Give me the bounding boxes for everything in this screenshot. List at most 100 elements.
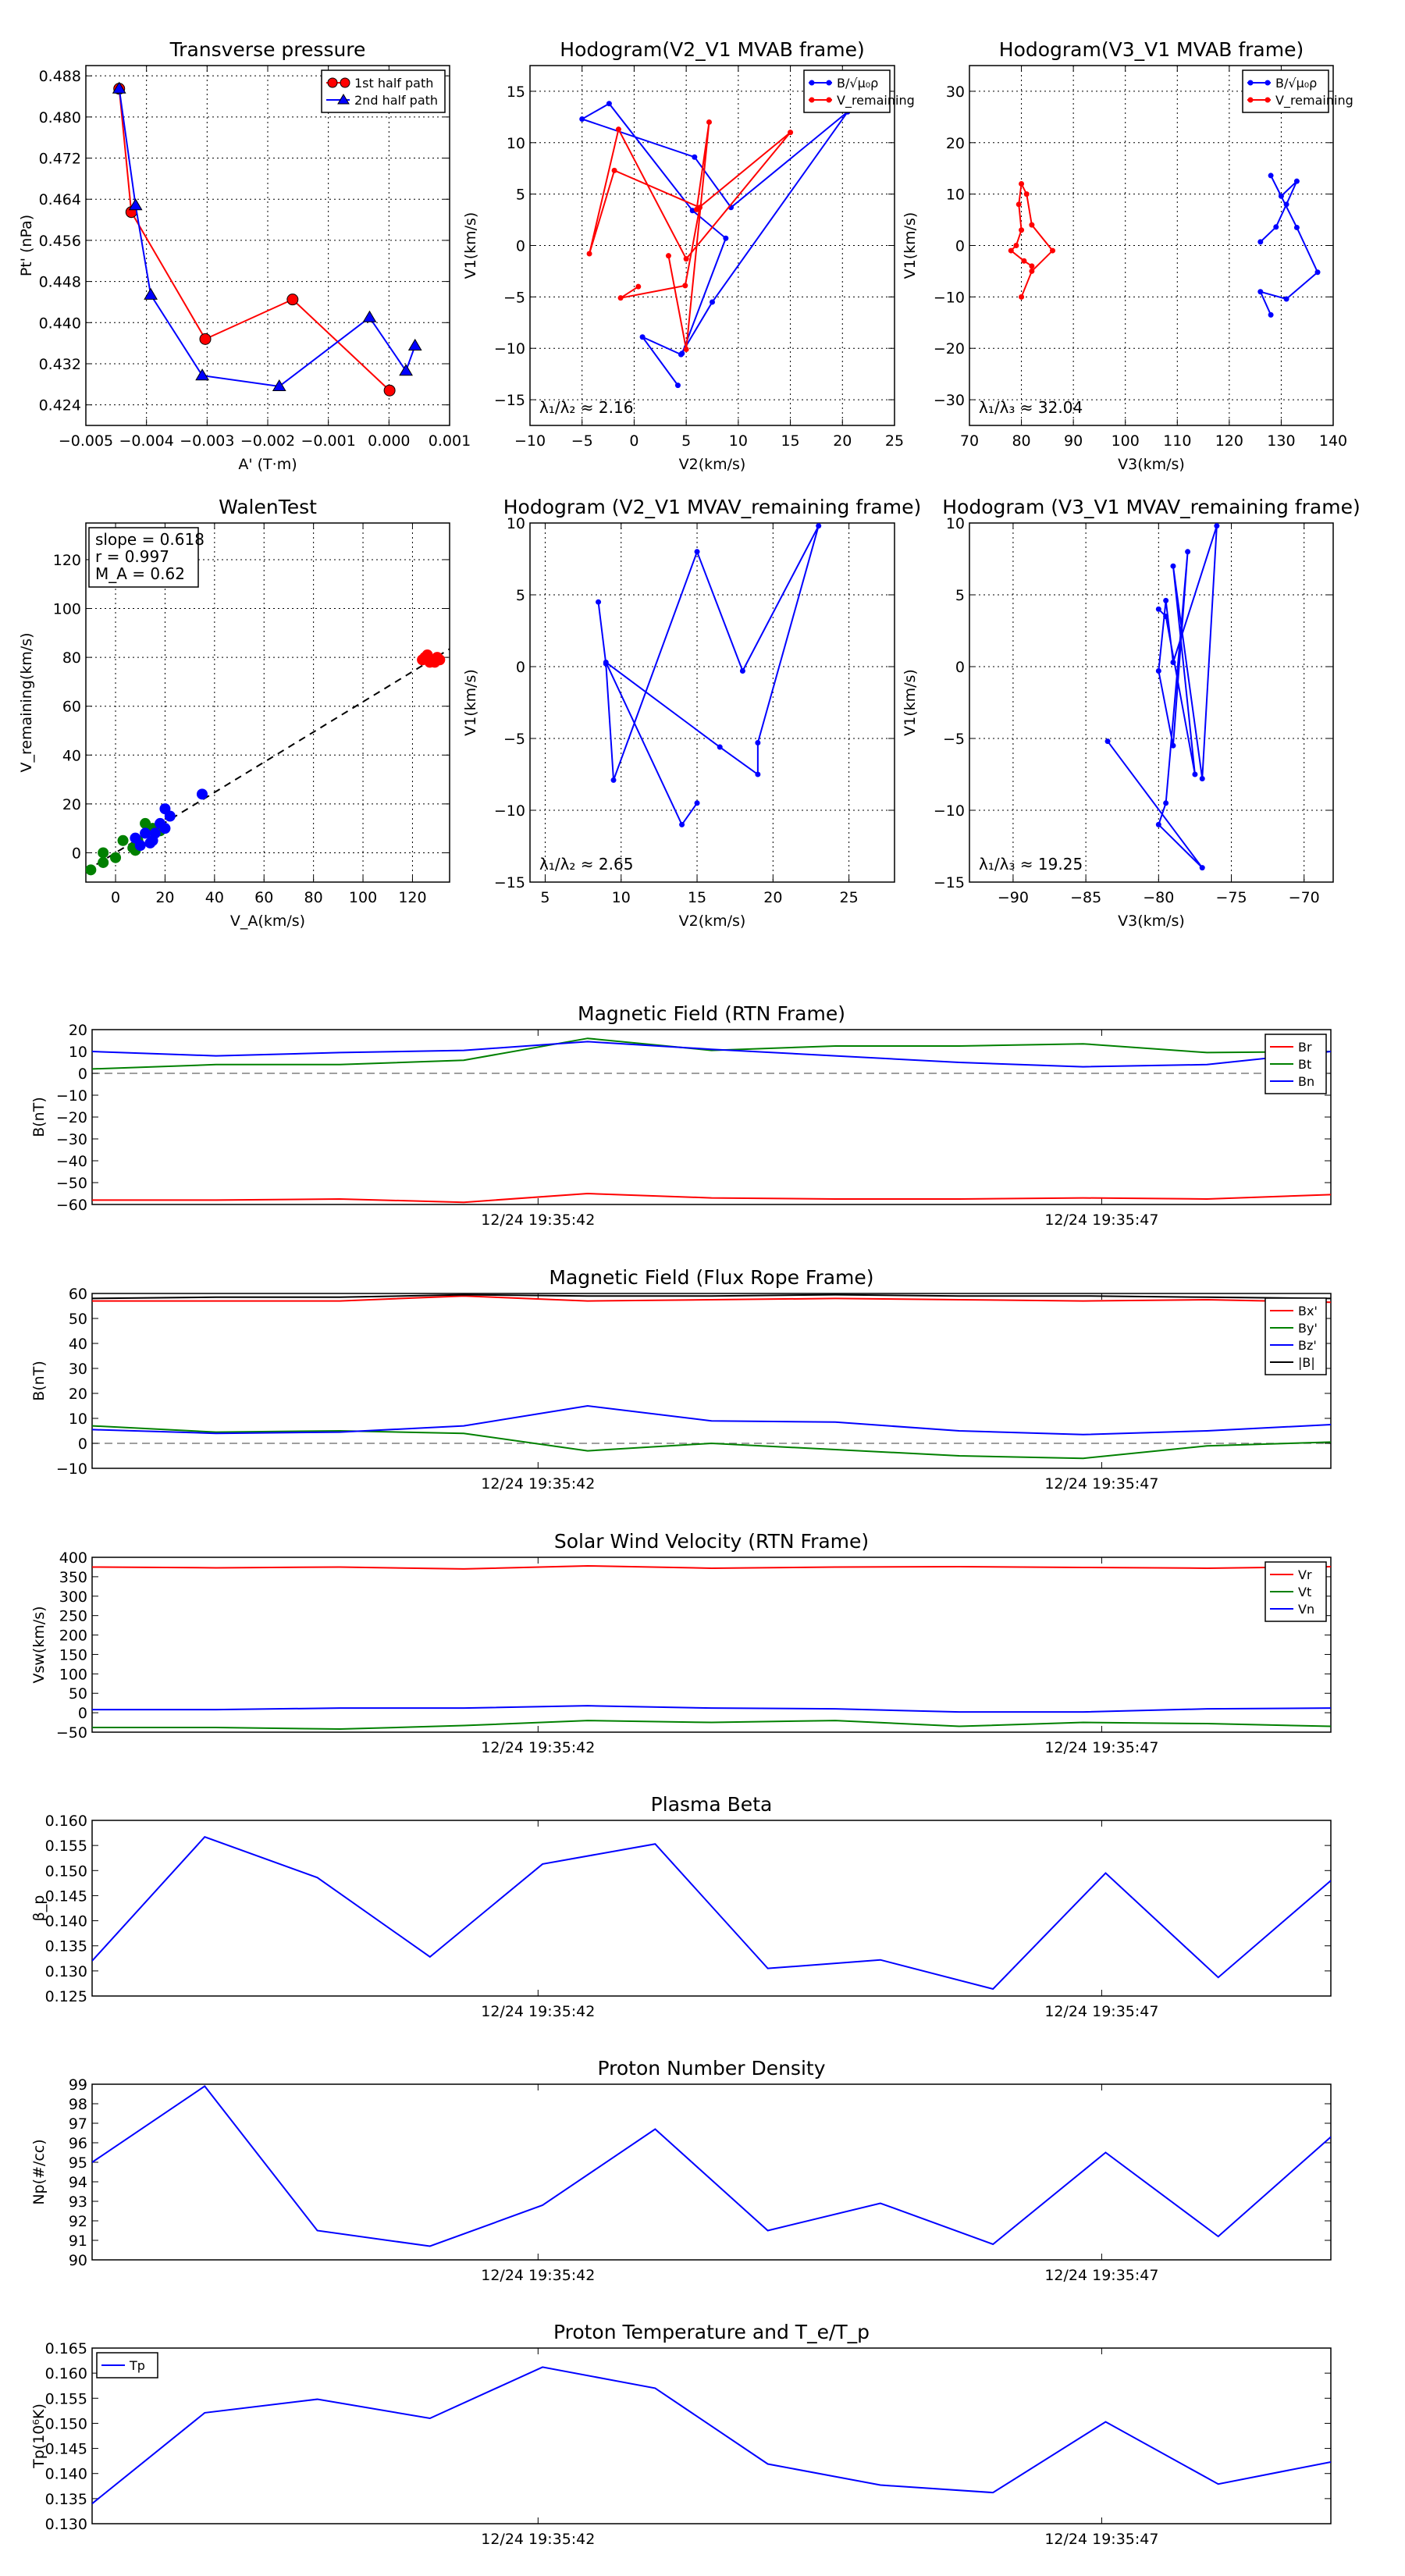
data-point [1029, 263, 1035, 269]
legend-label: Vt [1298, 1585, 1311, 1599]
y-tick-label: 10 [946, 515, 965, 532]
legend-marker [826, 97, 832, 103]
data-point [755, 771, 761, 777]
data-point [1163, 800, 1169, 806]
y-tick-label: 10 [69, 1411, 87, 1428]
eigenvalue-ratio: λ₁/λ₃ ≈ 32.04 [979, 398, 1083, 417]
data-point [694, 800, 700, 806]
y-tick-label: 0.135 [45, 1938, 87, 1955]
data-point [98, 847, 109, 859]
legend-label: |B| [1298, 1355, 1315, 1370]
data-point [1163, 597, 1169, 603]
y-tick-label: −10 [494, 340, 525, 358]
data-point [110, 852, 122, 863]
y-axis-label: V1(km/s) [902, 669, 919, 736]
data-point [674, 382, 681, 389]
series-line-tp [92, 2366, 1331, 2505]
data-point [1273, 224, 1279, 230]
plot-frame [969, 522, 1334, 883]
series-group [92, 2366, 1331, 2505]
chart-title: Proton Temperature and T_e/T_p [553, 2321, 870, 2343]
y-tick-label: 120 [53, 552, 81, 569]
y-tick-label: −30 [56, 1131, 87, 1148]
x-tick-label: 90 [1064, 432, 1083, 450]
chart-h21: Hodogram(V2_V1 MVAB frame) −15 −10 −5 0 5 10 15… [462, 38, 915, 473]
data-point [1170, 563, 1176, 569]
y-tick-label: −20 [56, 1109, 87, 1126]
data-point [383, 384, 396, 397]
y-tick-label: −15 [494, 392, 525, 409]
x-tick-label: 12/24 19:35:42 [481, 2531, 595, 2548]
y-tick-label: 0.130 [45, 2516, 87, 2533]
y-axis-label: V_remaining(km/s) [18, 632, 35, 772]
data-point [1278, 193, 1284, 199]
y-tick-label: −10 [494, 802, 525, 820]
y-tick-label: −10 [56, 1461, 87, 1478]
y-tick-label: −15 [494, 874, 525, 891]
data-point [1019, 294, 1025, 300]
chart-h21r: Hodogram (V2_V1 MVAV_remaining frame) −15… [462, 496, 921, 930]
data-point [1257, 239, 1264, 245]
y-tick-label: −15 [934, 874, 965, 891]
y-axis-label: Tp(10⁶K) [30, 2403, 48, 2469]
y-tick-label: 0 [516, 659, 525, 676]
y-tick-label: −60 [56, 1197, 87, 1214]
y-tick-label: 100 [53, 601, 81, 618]
x-axis-label: V2(km/s) [679, 913, 746, 930]
x-tick-label: 130 [1267, 432, 1295, 450]
data-point [195, 368, 209, 381]
chart-walen: WalenTest 0 20 40 60 80 100 120 0 20 40 60 80 100 120 V… [18, 496, 450, 930]
eigenvalue-ratio: λ₁/λ₃ ≈ 19.25 [979, 855, 1083, 873]
y-tick-label: 10 [507, 135, 525, 152]
y-tick-label: −10 [56, 1087, 87, 1105]
y-tick-label: 30 [946, 84, 965, 101]
chart-title: Magnetic Field (Flux Rope Frame) [549, 1266, 873, 1289]
x-tick-label: 12/24 19:35:42 [481, 1212, 595, 1229]
x-tick-label: 5 [681, 432, 691, 450]
x-tick-label: 80 [1012, 432, 1030, 450]
series-line-np [92, 2085, 1331, 2247]
x-tick-label: 10 [612, 889, 631, 906]
chart-title: Transverse pressure [169, 38, 366, 61]
y-tick-label: 0.432 [39, 356, 81, 373]
data-point [128, 198, 143, 211]
data-point [1293, 178, 1300, 184]
y-tick-label: 0 [78, 1705, 87, 1722]
x-tick-label: 15 [781, 432, 799, 450]
y-axis-label: V1(km/s) [902, 212, 919, 279]
series-group [1104, 523, 1220, 871]
x-tick-label: 20 [833, 432, 852, 450]
data-point [635, 283, 642, 290]
x-tick-label: 12/24 19:35:42 [481, 2267, 595, 2284]
data-point [755, 740, 761, 746]
y-tick-label: 95 [69, 2154, 87, 2172]
x-tick-label: 12/24 19:35:47 [1044, 1739, 1158, 1756]
series-group [92, 1836, 1331, 1991]
y-tick-label: 40 [62, 747, 81, 764]
stats-box [88, 527, 199, 588]
x-tick-label: −0.001 [301, 432, 356, 450]
x-tick-label: −5 [571, 432, 593, 450]
x-tick-label: 10 [729, 432, 748, 450]
legend: 1st half path 2nd half path [321, 69, 446, 113]
y-tick-label: −5 [503, 289, 525, 306]
y-tick-label: 10 [946, 187, 965, 204]
data-point [739, 668, 745, 674]
y-tick-label: 40 [69, 1336, 87, 1353]
series-line-vt [92, 1720, 1331, 1731]
data-point [603, 659, 609, 665]
y-tick-label: 20 [946, 135, 965, 152]
x-tick-label: −80 [1143, 889, 1174, 906]
series-line-beta [92, 1836, 1331, 1991]
x-tick-label: −90 [998, 889, 1029, 906]
x-tick-label: 12/24 19:35:42 [481, 1475, 595, 1493]
y-axis-label: Vsw(km/s) [30, 1606, 48, 1683]
data-point [683, 256, 689, 262]
data-point [683, 347, 689, 353]
data-point [1283, 201, 1289, 208]
y-tick-label: −50 [56, 1175, 87, 1192]
legend-label: V_remaining [837, 93, 915, 109]
legend-label: B/√μ₀ρ [837, 76, 878, 91]
series-line-b [1107, 525, 1218, 869]
x-tick-label: 12/24 19:35:47 [1044, 1212, 1158, 1229]
